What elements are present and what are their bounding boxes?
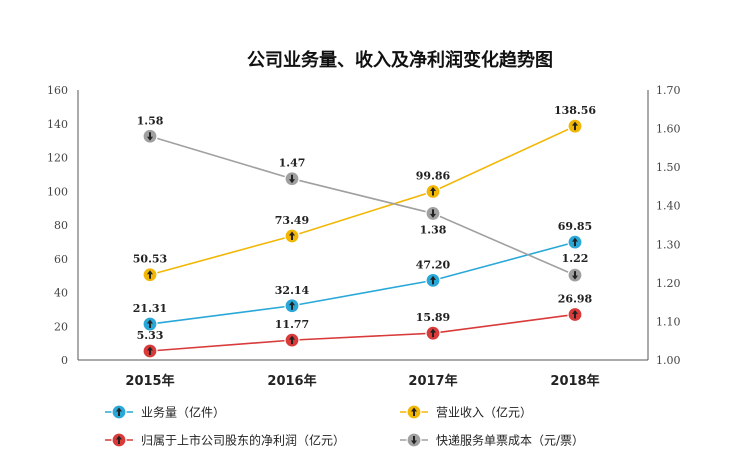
series-line-net-profit bbox=[149, 313, 576, 352]
right-tick-label: 1.70 bbox=[656, 84, 681, 97]
point-revenue bbox=[142, 267, 158, 283]
point-revenue bbox=[425, 183, 441, 200]
right-tick-label: 1.10 bbox=[656, 315, 681, 328]
point-net-profit bbox=[142, 343, 158, 359]
data-label-unit-cost: 1.38 bbox=[420, 223, 447, 236]
legend-marker-icon bbox=[406, 404, 422, 420]
point-unit-cost bbox=[425, 205, 441, 222]
data-label-net-profit: 5.33 bbox=[137, 329, 164, 342]
data-label-unit-cost: 1.58 bbox=[137, 114, 164, 127]
left-tick-label: 40 bbox=[54, 287, 68, 300]
data-label-net-profit: 11.77 bbox=[275, 318, 309, 331]
data-label-revenue: 50.53 bbox=[133, 253, 167, 266]
series-layer bbox=[142, 118, 583, 359]
legend-item-unit-cost: 快递服务单票成本（元/票） bbox=[400, 432, 584, 448]
left-tick-label: 20 bbox=[54, 320, 68, 333]
data-label-volume: 47.20 bbox=[416, 258, 451, 271]
right-tick-label: 1.00 bbox=[656, 354, 681, 367]
x-tick-label: 2015年 bbox=[125, 373, 174, 389]
chart-title: 公司业务量、收入及净利润变化趋势图 bbox=[247, 49, 553, 71]
data-label-volume: 32.14 bbox=[275, 284, 310, 297]
legend-item-volume: 业务量（亿件） bbox=[105, 404, 225, 420]
point-volume bbox=[142, 316, 158, 332]
legend-marker-icon bbox=[111, 432, 127, 448]
right-tick-label: 1.60 bbox=[656, 123, 681, 136]
left-tick-label: 0 bbox=[61, 354, 68, 367]
legend-label: 营业收入（亿元） bbox=[436, 405, 532, 420]
point-volume bbox=[284, 298, 300, 314]
data-label-revenue: 138.56 bbox=[554, 104, 596, 117]
point-revenue bbox=[284, 228, 300, 244]
x-tick-label: 2018年 bbox=[550, 373, 599, 389]
x-tick-label: 2016年 bbox=[267, 373, 316, 389]
data-labels: 21.31 32.14 47.20 69.85 50.53 73.49 99.86 138.5… bbox=[133, 104, 597, 342]
right-tick-label: 1.40 bbox=[656, 200, 681, 213]
x-tick-label: 2017年 bbox=[408, 373, 457, 389]
legend-marker-icon bbox=[406, 432, 422, 448]
series-line-volume bbox=[149, 241, 576, 325]
data-label-net-profit: 26.98 bbox=[558, 292, 593, 305]
right-tick-label: 1.50 bbox=[656, 161, 681, 174]
left-tick-label: 120 bbox=[47, 152, 68, 165]
point-net-profit bbox=[567, 306, 583, 323]
point-unit-cost bbox=[284, 171, 300, 187]
point-net-profit bbox=[284, 332, 300, 348]
data-label-volume: 21.31 bbox=[133, 302, 167, 315]
data-label-unit-cost: 1.22 bbox=[562, 252, 589, 265]
point-volume bbox=[425, 272, 441, 288]
axes: 0 20 40 60 80 100 120 140 160 1.00 1.10 1.20 1.30 1.4… bbox=[47, 84, 681, 389]
data-label-revenue: 99.86 bbox=[416, 169, 451, 182]
point-net-profit bbox=[425, 325, 441, 341]
legend-label: 快递服务单票成本（元/票） bbox=[436, 433, 584, 448]
data-label-volume: 69.85 bbox=[558, 220, 592, 233]
legend: 业务量（亿件） 营业收入（亿元） 归属于上市公司股东的净利润（亿元） 快递服务单票成本… bbox=[105, 404, 584, 448]
data-label-net-profit: 15.89 bbox=[416, 311, 450, 324]
right-tick-label: 1.20 bbox=[656, 277, 681, 290]
legend-item-revenue: 营业收入（亿元） bbox=[400, 404, 532, 420]
legend-marker-icon bbox=[111, 404, 127, 420]
data-label-unit-cost: 1.47 bbox=[279, 157, 306, 170]
point-revenue bbox=[567, 118, 583, 134]
legend-item-net-profit: 归属于上市公司股东的净利润（亿元） bbox=[105, 432, 345, 448]
left-tick-label: 80 bbox=[54, 219, 68, 232]
legend-label: 归属于上市公司股东的净利润（亿元） bbox=[141, 433, 345, 448]
point-volume bbox=[567, 234, 583, 250]
point-unit-cost bbox=[567, 267, 583, 283]
left-tick-label: 160 bbox=[47, 84, 68, 97]
series-line-revenue bbox=[149, 125, 576, 276]
point-unit-cost bbox=[142, 128, 158, 144]
series-line-unit-cost bbox=[149, 135, 576, 276]
legend-label: 业务量（亿件） bbox=[141, 405, 225, 420]
left-tick-label: 140 bbox=[47, 118, 68, 131]
left-tick-label: 60 bbox=[54, 253, 68, 266]
data-label-revenue: 73.49 bbox=[275, 214, 309, 227]
right-tick-label: 1.30 bbox=[656, 238, 681, 251]
left-tick-label: 100 bbox=[47, 185, 68, 198]
